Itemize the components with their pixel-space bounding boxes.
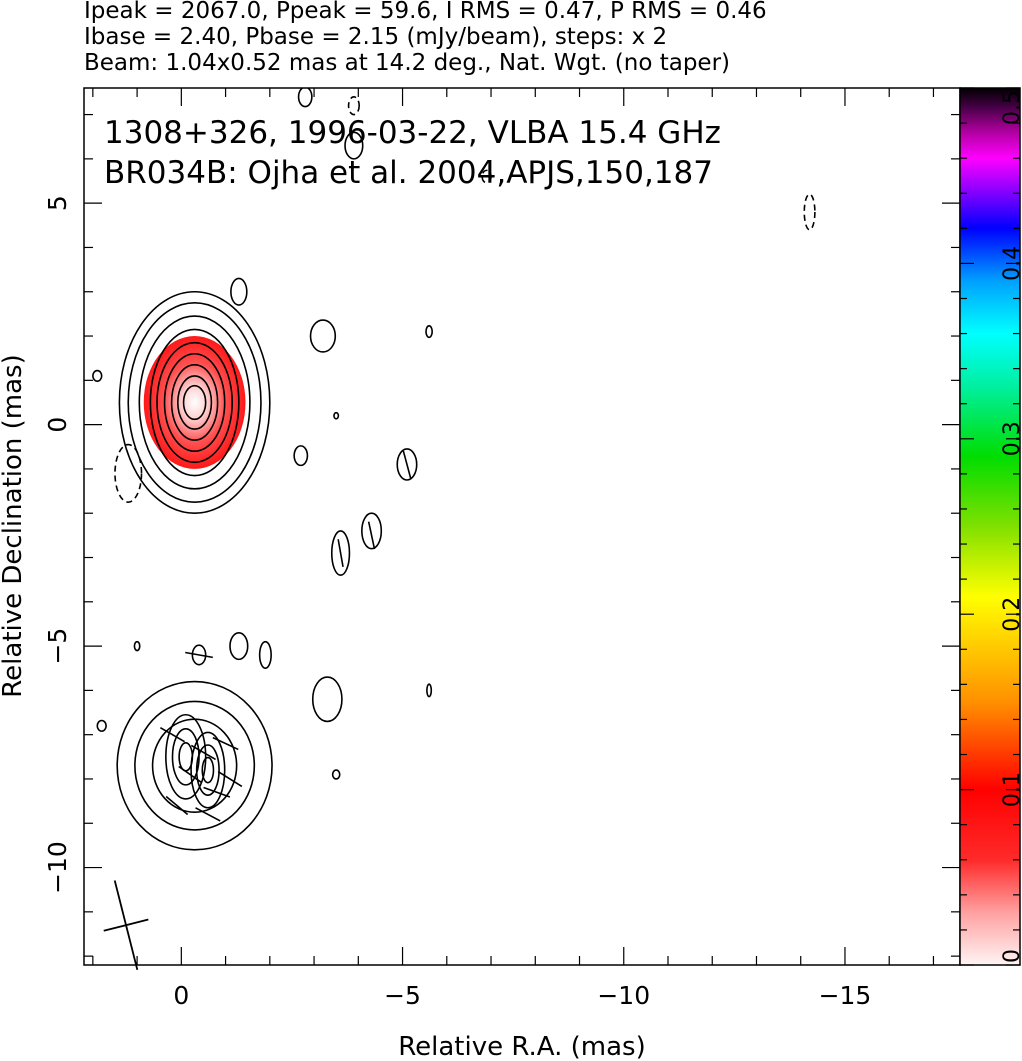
core-contour (176, 375, 213, 430)
core-contour (163, 352, 226, 453)
header-beam-line: Beam: 1.04x0.52 mas at 14.2 deg., Nat. W… (84, 50, 730, 76)
southern-component-inner-contour (190, 731, 226, 809)
evpa-tick (195, 807, 221, 822)
map-title-line1: 1308+326, 1996-03-22, VLBA 15.4 GHz (104, 115, 721, 151)
colorbar-ticks: 0 0.1 0.2 0.3 0.4 0.5 (960, 87, 1022, 966)
small-contour (396, 448, 418, 481)
small-contour (426, 683, 433, 698)
small-contour (133, 640, 141, 652)
evpa-tick (203, 786, 231, 798)
small-contour (333, 411, 340, 420)
x-axis-label: Relative R.A. (mas) (398, 1032, 645, 1061)
core-contour (170, 364, 219, 441)
colorbar (959, 87, 1021, 966)
evpa-tick (337, 539, 344, 568)
header-base-line: Ibase = 2.40, Pbase = 2.15 (mJy/beam), s… (84, 24, 668, 50)
negative-contour (803, 193, 816, 231)
x-tick-label: −5 (384, 981, 421, 1010)
beam-marker (103, 880, 149, 971)
evpa-tick (212, 736, 239, 751)
evpa-tick (367, 521, 376, 550)
x-tick-label: −10 (597, 981, 650, 1010)
colorbar-tick-label: 0.3 (1000, 421, 1022, 456)
small-contour (258, 640, 272, 670)
evpa-tick (190, 744, 216, 761)
y-tick-label: 0 (43, 417, 72, 433)
core-contour (118, 290, 271, 515)
small-contour (330, 530, 351, 577)
header-stats-line: Ipeak = 2067.0, Ppeak = 59.6, I RMS = 0.… (84, 0, 767, 24)
small-contour (293, 445, 309, 467)
small-contour (331, 769, 341, 780)
y-tick-label: −5 (43, 628, 72, 665)
small-contour (311, 676, 343, 723)
core-contour (138, 315, 251, 490)
small-contour (92, 369, 103, 383)
small-contour (344, 131, 364, 160)
evpa-tick (217, 770, 243, 788)
evpa-tick (159, 726, 186, 743)
core-polarized-intensity (143, 336, 246, 469)
evpa-tick (178, 765, 203, 784)
core-contour (127, 302, 262, 503)
negative-contour (114, 443, 143, 503)
small-contour (297, 88, 313, 108)
core-contour (149, 328, 240, 477)
total-intensity-contours (92, 88, 816, 851)
core-contour (182, 384, 207, 421)
evpa-tick (185, 651, 213, 659)
negative-contour (347, 96, 360, 116)
small-contour (96, 719, 107, 732)
x-tick-label: −15 (819, 981, 872, 1010)
y-tick-label: −10 (43, 841, 72, 894)
y-axis-label: Relative Declination (mas) (0, 354, 28, 697)
x-tick-label: 0 (173, 981, 189, 1010)
colorbar-tick-label: 0.1 (1000, 772, 1022, 807)
southern-component-contour (116, 680, 273, 851)
polarized-intensity-layer (143, 336, 246, 469)
colorbar-tick-label: 0.4 (1000, 246, 1022, 281)
small-contour (229, 632, 249, 661)
core-contour (156, 341, 234, 464)
colorbar-tick-label: 0 (1000, 949, 1022, 963)
polarization-vectors (159, 450, 412, 822)
y-tick-label: 5 (43, 195, 72, 211)
negative-contour (481, 169, 492, 184)
small-contour (425, 325, 433, 339)
evpa-tick (165, 795, 189, 816)
small-contour (230, 277, 248, 306)
small-contour (361, 512, 383, 550)
small-contour (309, 319, 337, 353)
beam-minor-axis (103, 918, 149, 932)
southern-component-inner-contour (201, 756, 215, 784)
southern-component-inner-contour (165, 713, 207, 800)
axes: 0 −5 −10 −15 −10 −5 0 5 (43, 88, 960, 1010)
plot-frame (83, 87, 961, 966)
small-contour (191, 644, 207, 666)
southern-component-inner-contour (195, 744, 220, 797)
colorbar-tick-label: 0.2 (1000, 597, 1022, 632)
evpa-tick (402, 450, 412, 479)
map-title-line2: BR034B: Ojha et al. 2004,APJS,150,187 (104, 155, 713, 191)
colorbar-tick-label: 0.5 (1000, 90, 1022, 125)
southern-component-contour (134, 700, 256, 831)
